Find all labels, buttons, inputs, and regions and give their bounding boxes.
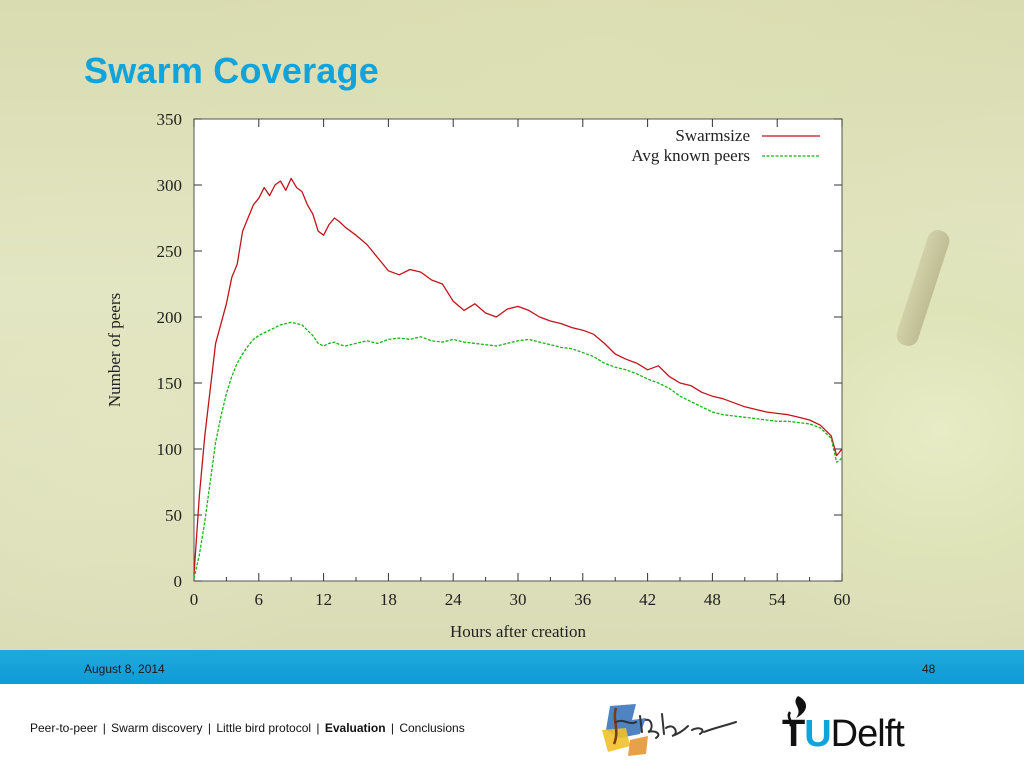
x-tick-label: 48: [704, 590, 721, 609]
y-tick-label: 200: [157, 308, 183, 327]
breadcrumb-item-little-bird-protocol[interactable]: Little bird protocol: [216, 721, 312, 735]
chart-svg: 0 50 100 150 200 250 300 350 0 6 12 18 24 30 36 42 48 54 6…: [105, 110, 851, 641]
y-tick-label: 100: [157, 440, 183, 459]
line-chart: 0 50 100 150 200 250 300 350 0 6 12 18 24 30 36 42 48 54 6…: [100, 105, 870, 645]
page-number: 48: [922, 662, 936, 676]
breadcrumb: Peer-to-peer | Swarm discovery | Little …: [30, 721, 465, 735]
y-tick-label: 150: [157, 374, 183, 393]
y-tick-label: 350: [157, 110, 183, 129]
breadcrumb-separator: |: [390, 721, 398, 735]
breadcrumb-separator: |: [102, 721, 110, 735]
x-tick-label: 12: [315, 590, 332, 609]
tudelft-wordmark: TUDelft: [782, 713, 905, 755]
breadcrumb-item-conclusions[interactable]: Conclusions: [399, 721, 465, 735]
series-line-avg-known-peers: [193, 321, 843, 579]
x-tick-label: 36: [574, 590, 591, 609]
y-tick-label: 50: [165, 506, 182, 525]
x-tick-label: 30: [510, 590, 527, 609]
breadcrumb-separator: |: [207, 721, 215, 735]
y-tick-label: 0: [174, 572, 183, 591]
x-tick-label: 0: [190, 590, 199, 609]
legend-label: Swarmsize: [675, 126, 750, 145]
breadcrumb-separator: |: [316, 721, 323, 735]
tribler-logo: [602, 704, 737, 756]
slide-title: Swarm Coverage: [84, 50, 379, 91]
breadcrumb-item-peer-to-peer[interactable]: Peer-to-peer: [30, 721, 98, 735]
y-axis-label: Number of peers: [105, 293, 124, 407]
x-tick-label: 6: [255, 590, 263, 609]
x-axis-label: Hours after creation: [450, 622, 586, 641]
bottom-strip: [0, 684, 1024, 768]
x-tick-label: 60: [834, 590, 851, 609]
series-line-swarmsize: [193, 177, 843, 575]
plot-area: [193, 118, 843, 582]
y-tick-label: 300: [157, 176, 183, 195]
breadcrumb-item-evaluation[interactable]: Evaluation: [324, 721, 386, 735]
breadcrumb-item-swarm-discovery[interactable]: Swarm discovery: [111, 721, 203, 735]
x-tick-label: 18: [380, 590, 397, 609]
footer-bar: [0, 650, 1024, 684]
tudelft-flame-logo: [787, 696, 807, 727]
footer-date: August 8, 2014: [84, 662, 165, 676]
y-tick-label: 250: [157, 242, 183, 261]
x-tick-label: 24: [445, 590, 463, 609]
x-tick-label: 54: [769, 590, 787, 609]
x-tick-label: 42: [639, 590, 656, 609]
legend-label: Avg known peers: [631, 146, 750, 165]
